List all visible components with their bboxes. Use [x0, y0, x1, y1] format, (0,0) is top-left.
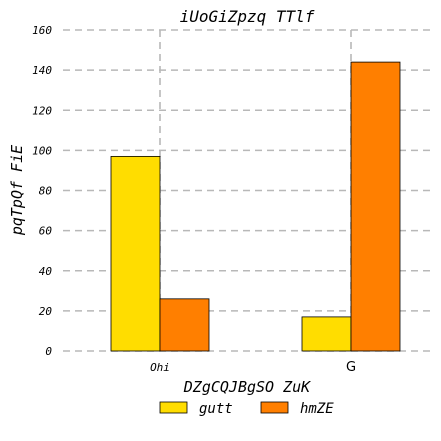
y-tick-label: 140 [32, 64, 52, 77]
y-tick-label: 40 [39, 265, 53, 278]
x-tick-label: Ohi [150, 361, 170, 374]
legend-swatch-gutt [159, 401, 188, 414]
legend-swatch-hmze [260, 401, 289, 414]
y-tick-label: 0 [45, 345, 52, 358]
y-axis-label: pqTpQf FiE [8, 145, 26, 236]
bar-gutt-ohi [110, 155, 161, 352]
chart-title: iUoGiZpzq TTlf [180, 7, 315, 26]
bar-hmze-ohi [159, 298, 210, 352]
x-axis-label: DZgCQJBgSO ZuK [183, 378, 311, 396]
y-tick-label: 100 [32, 144, 52, 157]
x-tick-labels: Ohi G [150, 360, 356, 375]
y-tick-label: 120 [32, 104, 52, 117]
bars [110, 61, 401, 352]
y-tick-label: 160 [32, 24, 52, 37]
legend: gutt hmZE [159, 401, 334, 417]
bar-gutt-g [301, 316, 352, 352]
y-tick-label: 80 [39, 185, 53, 198]
legend-label-hmze: hmZE [300, 401, 334, 417]
y-tick-label: 60 [39, 225, 53, 238]
legend-label-gutt: gutt [199, 401, 233, 417]
y-tick-label: 20 [39, 305, 53, 318]
bar-hmze-g [350, 61, 401, 352]
x-tick-label: G [346, 360, 356, 375]
y-tick-labels: 0 20 40 60 80 100 120 140 160 [32, 24, 52, 358]
